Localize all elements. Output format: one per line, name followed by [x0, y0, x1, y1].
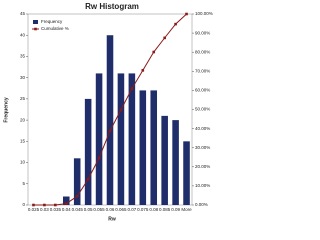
bar [172, 120, 179, 205]
legend-swatch [34, 27, 37, 31]
y2-tick-label: 100.00% [195, 11, 213, 16]
line-marker [97, 156, 101, 160]
x-tick-label: 0.085 [159, 207, 171, 212]
y-tick-label: 40 [20, 32, 26, 37]
x-tick-label: 0.06 [106, 207, 115, 212]
line-marker [152, 50, 156, 54]
line-marker [64, 202, 68, 205]
y-tick-label: 10 [20, 160, 26, 165]
y-tick-label: 20 [20, 117, 26, 122]
bar [161, 115, 168, 205]
y2-tick-label: 50.00% [195, 107, 210, 112]
y-tick-label: 15 [20, 139, 26, 144]
bar [183, 141, 190, 205]
bar [62, 196, 70, 205]
chart-title: Rw Histogram [85, 2, 139, 11]
y-tick-label: 25 [20, 96, 26, 101]
y-axis-title: Frequency [3, 97, 9, 123]
x-tick-label: 0.045 [72, 207, 84, 212]
y-tick-label: 30 [20, 75, 26, 80]
legend-label: Cumulative % [41, 26, 69, 31]
line-marker [75, 194, 79, 198]
line-marker [43, 203, 46, 207]
y2-tick-label: 0.00% [195, 202, 208, 207]
y-tick-label: 5 [22, 181, 25, 186]
x-tick-label: 0.09 [171, 207, 180, 212]
bar [150, 90, 158, 205]
line-marker [130, 87, 134, 90]
x-axis-title: Rw [108, 216, 116, 222]
bar [117, 73, 125, 205]
line-marker [185, 12, 188, 16]
x-tick-label: 0.075 [137, 207, 149, 212]
y-tick-label: 35 [20, 54, 26, 59]
line-marker [141, 69, 145, 72]
x-tick-label: 0.03 [40, 207, 49, 212]
x-tick-label: 0.05 [84, 207, 93, 212]
bar [106, 35, 114, 205]
chart: Rw Histogram Rw Frequency 0 5 10 15 20 25 30 35… [3, 2, 213, 222]
legend-label: Frequency [41, 19, 63, 24]
x-tick-label: 0.08 [149, 207, 158, 212]
y2-tick-label: 80.00% [195, 49, 210, 54]
y2-tick-label: 30.00% [195, 145, 210, 150]
legend-swatch [33, 20, 38, 24]
x-tick-label: 0.07 [127, 207, 136, 212]
bar [139, 90, 147, 205]
y2-tick-label: 20.00% [195, 164, 210, 169]
y2-tick-label: 90.00% [195, 30, 210, 35]
line-marker [174, 22, 177, 26]
page: {"chart_data": { "type": "pareto", "titl… [3, 2, 213, 223]
bar [128, 73, 136, 205]
y2-tick-label: 70.00% [195, 68, 210, 73]
line-marker [32, 203, 35, 207]
line-marker [54, 203, 57, 207]
line-marker [119, 108, 123, 112]
x-tick-label: 0.04 [62, 207, 71, 212]
y2-tick-label: 60.00% [195, 88, 210, 93]
line-marker [163, 36, 166, 40]
x-tick-label: 0.065 [115, 207, 127, 212]
y2-tick-label: 10.00% [195, 183, 210, 188]
x-tick-label: 0.055 [93, 207, 105, 212]
line-marker [108, 129, 112, 133]
bar [73, 158, 81, 205]
bar [95, 73, 103, 205]
y-tick-label: 0 [22, 202, 25, 207]
x-tick-label: More [181, 207, 192, 212]
x-tick-label: 0.035 [50, 207, 62, 212]
line-marker [86, 177, 90, 181]
y2-tick-label: 40.00% [195, 126, 210, 131]
y-tick-label: 45 [20, 11, 26, 16]
x-tick-label: 0.025 [28, 207, 40, 212]
bar [84, 98, 92, 205]
